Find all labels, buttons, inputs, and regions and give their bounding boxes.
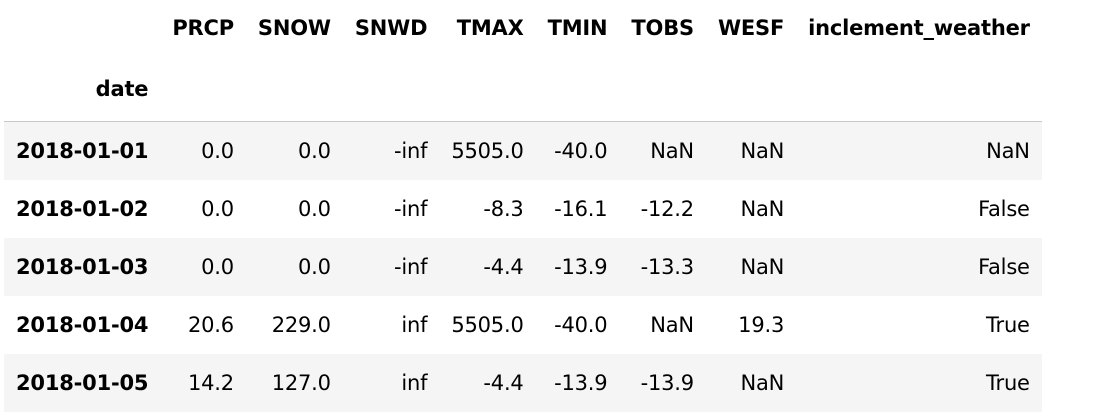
index-header-spacer [535,56,620,122]
cell-prcp: 20.6 [187,312,234,337]
cell-snwd: inf [401,312,428,337]
column-header-inclement-weather: inclement_weather [808,16,1030,40]
index-name-header: date [4,56,161,122]
cell-prcp: 0.0 [201,138,234,163]
column-header-snow: SNOW [257,16,331,40]
cell-wesf: NaN [740,370,785,395]
cell-tmin: -13.9 [554,254,608,279]
row-index-label: 2018-01-03 [16,254,149,279]
cell-tmin: -16.1 [554,196,608,221]
cell-tobs: NaN [650,138,694,163]
cell-inclement-weather: True [985,370,1030,395]
index-header-spacer [439,56,536,122]
cell-tmax: 5505.0 [451,138,524,163]
column-header-tmin: TMIN [547,16,608,40]
cell-snow: 127.0 [271,370,331,395]
cell-prcp: 0.0 [201,254,234,279]
cell-snow: 229.0 [271,312,331,337]
table-row: 2018-01-02 0.0 0.0 -inf -8.3 -16.1 -12.2… [4,179,1042,238]
column-header-row: PRCP SNOW SNWD TMAX TMIN TOBS WESF incle… [4,0,1042,56]
cell-wesf: NaN [740,196,785,221]
cell-tmin: -13.9 [554,370,608,395]
dataframe-table: PRCP SNOW SNWD TMAX TMIN TOBS WESF incle… [4,0,1042,412]
cell-tobs: -12.2 [640,196,695,221]
cell-snwd: -inf [394,254,428,279]
row-index-label: 2018-01-01 [16,138,149,163]
header-corner-cell [4,0,160,56]
row-index-label: 2018-01-05 [16,370,149,395]
index-header-spacer [705,56,797,122]
index-header-spacer [796,56,1042,122]
cell-tmax: -8.3 [483,196,524,221]
cell-tobs: -13.3 [640,254,695,279]
index-header-spacer [245,56,343,122]
cell-tobs: -13.9 [640,370,695,395]
cell-tmax: -4.4 [483,370,524,395]
cell-wesf: 19.3 [738,312,785,337]
table-row: 2018-01-03 0.0 0.0 -inf -4.4 -13.9 -13.3… [4,237,1042,296]
cell-inclement-weather: False [978,254,1030,279]
column-header-wesf: WESF [717,16,785,40]
table-row: 2018-01-01 0.0 0.0 -inf 5505.0 -40.0 NaN… [4,121,1042,180]
cell-tobs: NaN [650,312,694,337]
cell-tmax: 5505.0 [451,312,524,337]
column-header-tmax: TMAX [456,16,524,40]
row-index-label: 2018-01-02 [16,196,149,221]
cell-snow: 0.0 [298,138,331,163]
column-header-tobs: TOBS [631,16,694,40]
row-index-label: 2018-01-04 [16,312,149,337]
cell-inclement-weather: True [985,312,1030,337]
cell-tmin: -40.0 [554,312,608,337]
index-header-spacer [342,56,440,122]
cell-snwd: -inf [394,196,428,221]
column-header-prcp: PRCP [172,16,234,40]
index-header-spacer [619,56,706,122]
cell-snow: 0.0 [298,254,331,279]
cell-prcp: 14.2 [187,370,234,395]
table-body: 2018-01-01 0.0 0.0 -inf 5505.0 -40.0 NaN… [4,121,1042,412]
cell-tmin: -40.0 [554,138,608,163]
column-header-snwd: SNWD [354,16,428,40]
table-row: 2018-01-05 14.2 127.0 inf -4.4 -13.9 -13… [4,353,1042,412]
cell-wesf: NaN [740,254,785,279]
cell-snow: 0.0 [298,196,331,221]
cell-inclement-weather: NaN [986,138,1030,163]
cell-tmax: -4.4 [483,254,524,279]
cell-snwd: inf [401,370,428,395]
cell-wesf: NaN [740,138,785,163]
index-header-spacer [160,56,246,122]
table-header: PRCP SNOW SNWD TMAX TMIN TOBS WESF incle… [4,0,1042,122]
cell-prcp: 0.0 [201,196,234,221]
index-header-row: date [4,56,1042,122]
table-row: 2018-01-04 20.6 229.0 inf 5505.0 -40.0 N… [4,295,1042,354]
cell-snwd: -inf [394,138,428,163]
cell-inclement-weather: False [978,196,1030,221]
